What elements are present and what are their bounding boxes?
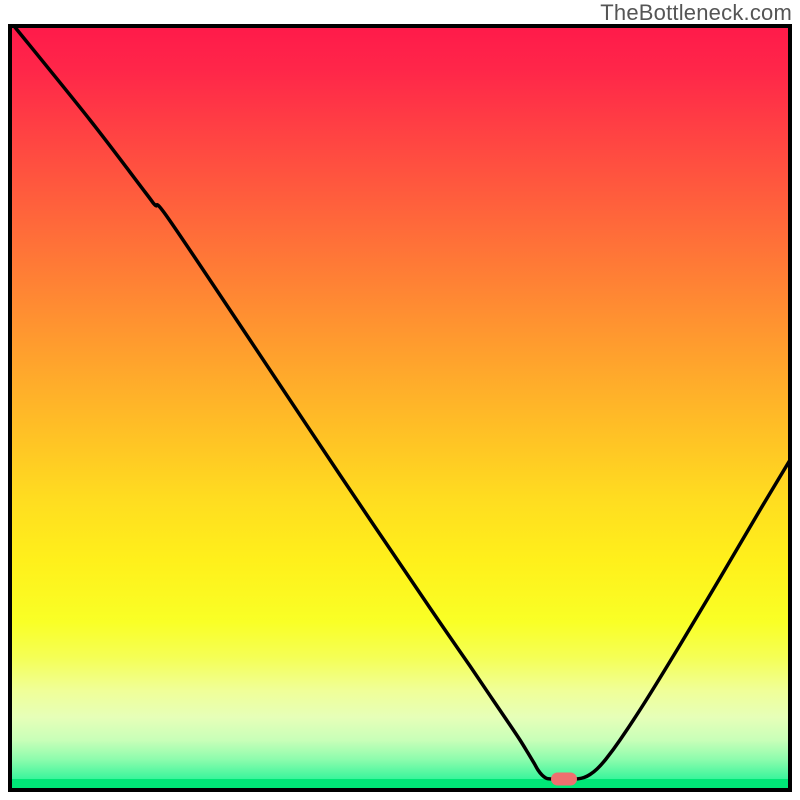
chart-svg bbox=[0, 0, 800, 800]
watermark-text: TheBottleneck.com bbox=[600, 0, 792, 26]
optimum-marker bbox=[551, 773, 577, 786]
plot-background bbox=[10, 26, 790, 790]
chart-stage: TheBottleneck.com bbox=[0, 0, 800, 800]
